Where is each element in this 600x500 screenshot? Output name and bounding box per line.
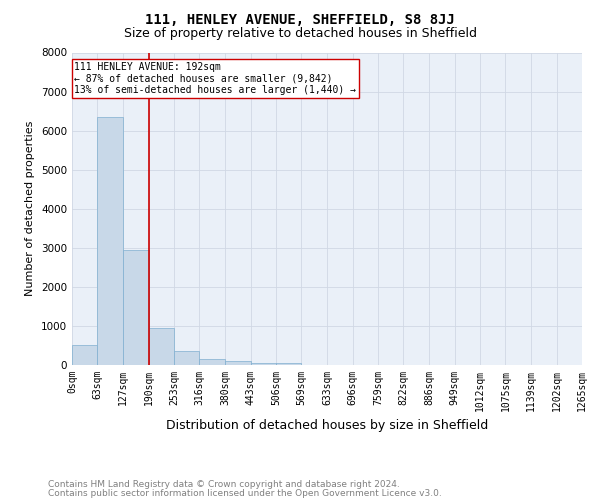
Bar — [72, 346, 97, 365]
Bar — [225, 361, 251, 365]
Text: Contains HM Land Registry data © Crown copyright and database right 2024.: Contains HM Land Registry data © Crown c… — [48, 480, 400, 489]
Y-axis label: Number of detached properties: Number of detached properties — [25, 121, 35, 296]
Text: Contains public sector information licensed under the Open Government Licence v3: Contains public sector information licen… — [48, 490, 442, 498]
Bar — [251, 362, 276, 365]
X-axis label: Distribution of detached houses by size in Sheffield: Distribution of detached houses by size … — [166, 420, 488, 432]
Bar — [149, 328, 174, 365]
Bar — [276, 364, 301, 365]
Text: 111 HENLEY AVENUE: 192sqm
← 87% of detached houses are smaller (9,842)
13% of se: 111 HENLEY AVENUE: 192sqm ← 87% of detac… — [74, 62, 356, 96]
Text: Size of property relative to detached houses in Sheffield: Size of property relative to detached ho… — [124, 28, 476, 40]
Bar — [97, 117, 123, 365]
Text: 111, HENLEY AVENUE, SHEFFIELD, S8 8JJ: 111, HENLEY AVENUE, SHEFFIELD, S8 8JJ — [145, 12, 455, 26]
Bar — [123, 250, 149, 365]
Bar — [199, 359, 225, 365]
Bar — [174, 352, 199, 365]
